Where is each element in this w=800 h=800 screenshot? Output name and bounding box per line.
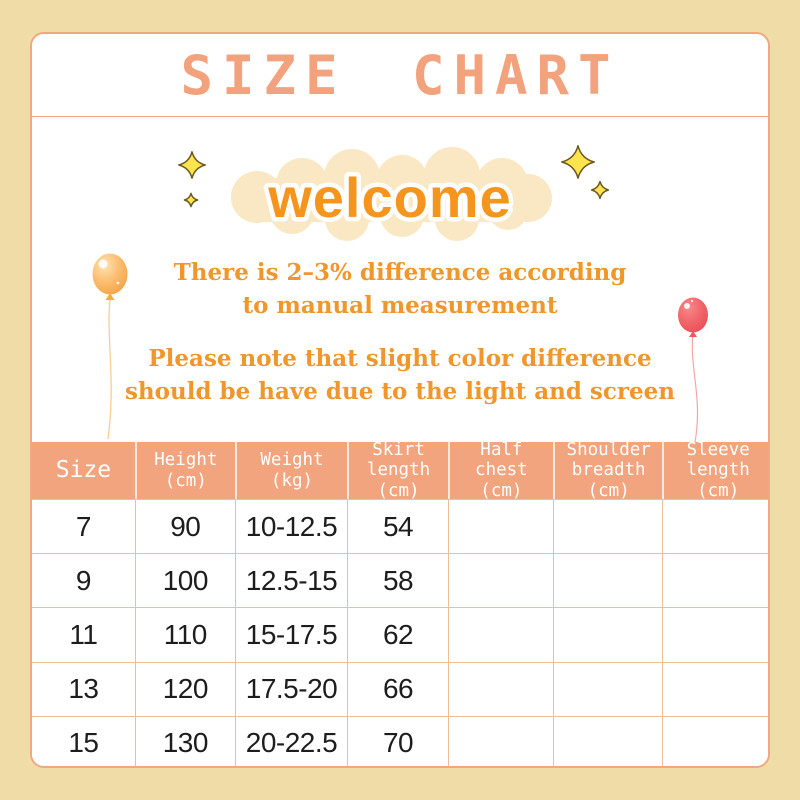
table-cell: 66 — [347, 662, 448, 716]
card: SIZE CHART — [30, 32, 770, 768]
table-row: 9 100 12.5-15 58 — [32, 553, 768, 608]
table-row: 7 90 10-12.5 54 — [32, 499, 768, 554]
note-color-difference: Please note that slight color difference… — [32, 342, 768, 408]
table-cell: 54 — [347, 500, 448, 554]
table-cell: 11 — [69, 619, 98, 650]
note-line: There is 2–3% difference according — [173, 259, 627, 286]
welcome-text: welcome — [267, 166, 512, 229]
note-line: to manual measurement — [242, 292, 558, 319]
table-cell — [662, 662, 768, 716]
table-cell: 58 — [347, 554, 448, 608]
welcome-cloud — [231, 147, 552, 241]
table-cell: 70 — [347, 716, 448, 766]
table-cell: 7 — [75, 510, 92, 542]
table-cell: 10-12.5 — [234, 500, 347, 554]
table-header-row: Size Height (cm) Weight (kg) Skirt length (cm) H… — [32, 440, 768, 501]
table-cell — [662, 608, 768, 662]
note-line: should be have due to the light and scre… — [124, 378, 675, 405]
sparkle-icon — [592, 182, 609, 199]
table-row: 15 130 20-22.5 70 — [32, 715, 768, 766]
welcome-badge: welcome — [172, 142, 632, 241]
table-cell: 110 — [134, 608, 235, 662]
sparkle-icon — [179, 152, 205, 178]
table-cell — [447, 500, 553, 554]
column-header-shoulder: Shoulder breadth (cm) — [552, 440, 663, 501]
sparkle-icon — [184, 193, 197, 206]
table-cell: 13 — [68, 673, 99, 705]
table-cell: 20-22.5 — [234, 716, 347, 766]
table-cell — [447, 608, 553, 662]
table-cell: 100 — [134, 554, 235, 608]
column-header-height: Height (cm) — [134, 442, 235, 499]
size-table: Size Height (cm) Weight (kg) Skirt length (cm) H… — [32, 440, 768, 766]
table-cell — [447, 662, 553, 716]
table-cell: 12.5-15 — [234, 554, 347, 608]
table-cell: 120 — [134, 662, 235, 716]
column-header-size: Size — [55, 456, 112, 483]
page-title: SIZE CHART — [180, 43, 620, 107]
table-cell: 62 — [347, 608, 448, 662]
table-cell — [552, 608, 663, 662]
table-cell — [447, 716, 553, 766]
table-cell — [447, 554, 553, 608]
table-body: 7 90 10-12.5 54 9 100 12.5-15 58 11 110 15-17.5 62 1… — [32, 499, 768, 766]
table-cell — [552, 662, 663, 716]
table-cell — [552, 716, 663, 766]
table-cell — [662, 500, 768, 554]
table-row: 13 120 17.5-20 66 — [32, 661, 768, 716]
sparkle-icon — [562, 146, 594, 178]
column-header-sleeve: Sleeve length (cm) — [662, 440, 768, 501]
table-cell — [662, 554, 768, 608]
table-row: 11 110 15-17.5 62 — [32, 607, 768, 662]
red-balloon-icon — [678, 297, 708, 443]
title-bar: SIZE CHART — [32, 34, 768, 117]
table-cell: 15 — [68, 727, 99, 759]
table-cell: 90 — [134, 500, 235, 554]
table-cell: 130 — [134, 716, 235, 766]
table-cell — [552, 554, 663, 608]
orange-balloon-icon — [92, 253, 128, 440]
table-cell — [552, 500, 663, 554]
column-header-weight: Weight (kg) — [234, 442, 347, 499]
table-cell: 15-17.5 — [234, 608, 347, 662]
column-header-skirt: Skirt length (cm) — [347, 440, 448, 501]
note-measurement: There is 2–3% difference according to ma… — [32, 256, 768, 322]
table-cell: 17.5-20 — [234, 662, 347, 716]
table-cell — [662, 716, 768, 766]
note-line: Please note that slight color difference — [148, 345, 652, 372]
column-header-half: Half chest (cm) — [447, 440, 553, 501]
table-cell: 9 — [75, 564, 92, 596]
